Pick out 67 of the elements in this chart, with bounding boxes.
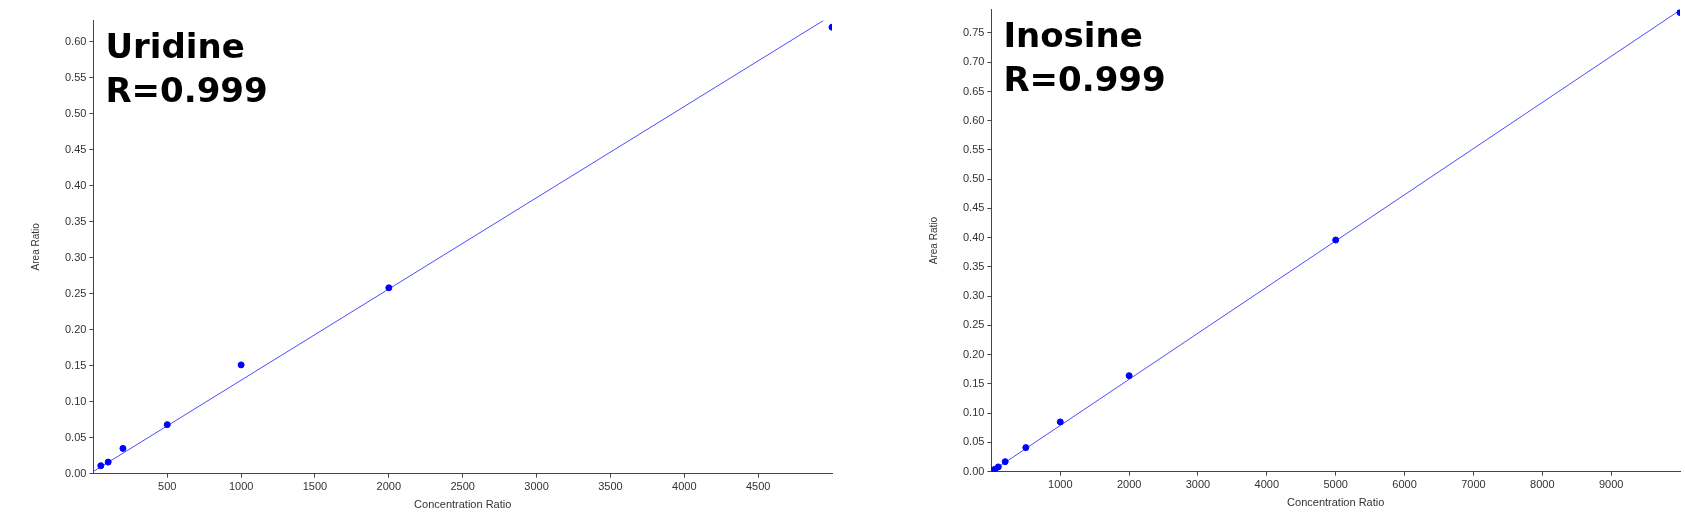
y-tick-label: 0.35 — [64, 214, 87, 227]
point — [1022, 444, 1030, 452]
y-tick-label: 0.65 — [962, 84, 985, 97]
y-tick-label: 0.50 — [962, 172, 985, 185]
point — [994, 463, 1002, 471]
y-tick-label: 0.45 — [64, 142, 87, 155]
y-axis-title: Area Ratio — [29, 222, 41, 271]
y-tick-label: 0.35 — [962, 259, 985, 272]
point — [119, 444, 127, 452]
y-tick-label: 0.60 — [64, 34, 87, 47]
point — [1056, 418, 1064, 426]
point — [163, 421, 171, 429]
x-tick-label: 3000 — [1185, 478, 1211, 491]
x-tick-label: 2000 — [376, 480, 402, 493]
x-tick-label: 6000 — [1392, 478, 1417, 491]
y-tick-label: 0.25 — [962, 318, 985, 331]
x-tick-label: 2500 — [450, 480, 475, 493]
y-tick-label: 0.10 — [962, 406, 985, 419]
annotation: R=0.999 — [105, 69, 268, 110]
y-tick-label: 0.20 — [962, 347, 985, 360]
y-tick-label: 0.00 — [64, 466, 87, 479]
y-tick-label: 0.05 — [962, 435, 985, 448]
y-tick-label: 0.70 — [962, 55, 985, 68]
chart-title: Inosine — [1003, 15, 1143, 56]
y-tick-label: 0.40 — [962, 230, 985, 243]
x-tick-label: 500 — [158, 480, 177, 493]
y-axis-title: Area Ratio — [927, 216, 939, 265]
x-tick-label: 1500 — [302, 480, 328, 493]
x-tick-label: 8000 — [1530, 478, 1555, 491]
x-tick-label: 3500 — [598, 480, 623, 493]
y-tick-label: 0.10 — [64, 394, 87, 407]
annotation: R=0.999 — [1003, 59, 1166, 100]
y-tick-label: 0.25 — [64, 286, 87, 299]
x-tick-label: 9000 — [1598, 478, 1624, 491]
x-tick-label: 7000 — [1461, 478, 1486, 491]
y-tick-label: 0.45 — [962, 201, 985, 214]
y-tick-label: 0.30 — [64, 250, 87, 263]
y-tick-label: 0.00 — [962, 464, 985, 477]
y-tick-label: 0.40 — [64, 178, 87, 191]
point — [1332, 236, 1340, 244]
x-axis-title: Concentration Ratio — [1287, 496, 1385, 509]
point — [1125, 372, 1133, 380]
y-tick-label: 0.55 — [962, 142, 985, 155]
point — [97, 462, 105, 470]
point — [237, 361, 245, 369]
chart-title: Uridine — [105, 25, 245, 66]
y-tick-label: 0.55 — [64, 70, 87, 83]
y-tick-label: 0.15 — [64, 358, 87, 371]
y-tick-label: 0.75 — [962, 26, 985, 39]
y-tick-label: 0.05 — [64, 430, 87, 443]
x-tick-label: 4000 — [1254, 478, 1280, 491]
x-tick-label: 3000 — [524, 480, 549, 493]
point — [385, 284, 393, 292]
point — [104, 458, 112, 466]
x-axis-title: Concentration Ratio — [414, 498, 512, 511]
x-tick-label: 5000 — [1323, 478, 1348, 491]
x-tick-label: 4500 — [745, 480, 771, 493]
y-tick-label: 0.15 — [962, 376, 985, 389]
y-tick-label: 0.20 — [64, 322, 87, 335]
point — [1001, 458, 1009, 466]
y-tick-label: 0.30 — [962, 289, 985, 302]
x-tick-label: 1000 — [1048, 478, 1073, 491]
y-tick-label: 0.50 — [64, 106, 87, 119]
y-tick-label: 0.60 — [962, 113, 985, 126]
x-tick-label: 2000 — [1116, 478, 1142, 491]
x-tick-label: 4000 — [672, 480, 697, 493]
x-tick-label: 1000 — [228, 480, 254, 493]
